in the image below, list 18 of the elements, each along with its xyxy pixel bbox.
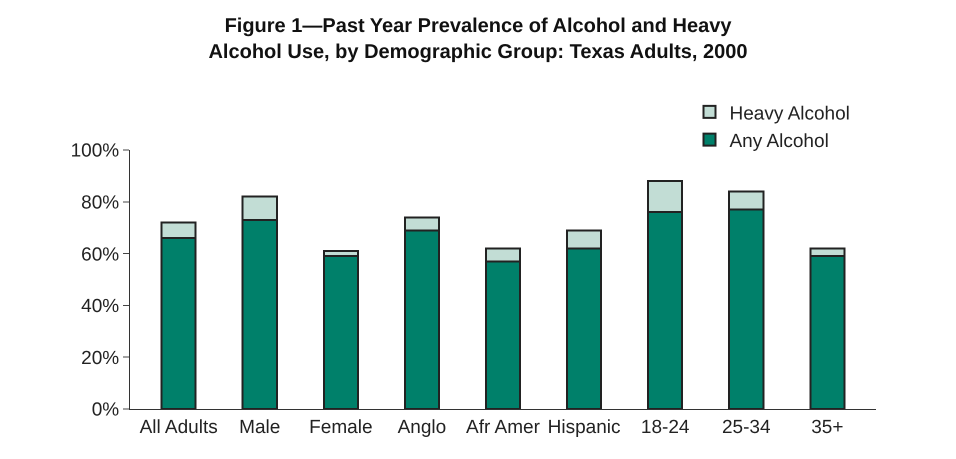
y-tick-label: 100%	[70, 140, 120, 162]
x-tick-label: Female	[309, 416, 373, 438]
y-tick-label: 40%	[81, 296, 120, 318]
x-tick-label: 35+	[811, 416, 844, 438]
x-tick-label: 18-24	[640, 416, 690, 438]
y-tick-label: 80%	[81, 192, 120, 214]
y-tick-label: 0%	[92, 400, 120, 421]
x-tick-label: Male	[239, 416, 280, 438]
y-tick-label: 60%	[81, 244, 120, 266]
chart-title: Figure 1—Past Year Prevalence of Alcohol and Heavy Alcohol Use, by Demographic Group: Texas Adults, 2000	[208, 15, 748, 64]
legend-label: Any Alcohol	[730, 130, 829, 152]
x-tick-label: 25-34	[722, 416, 771, 438]
x-tick-label: Hispanic	[548, 416, 621, 438]
y-tick-label: 20%	[81, 348, 120, 369]
x-tick-label: Anglo	[398, 416, 446, 438]
legend-label: Heavy Alcohol	[730, 103, 850, 124]
x-tick-label: All Adults	[140, 416, 218, 438]
x-tick-label: Afr Amer	[466, 416, 541, 438]
